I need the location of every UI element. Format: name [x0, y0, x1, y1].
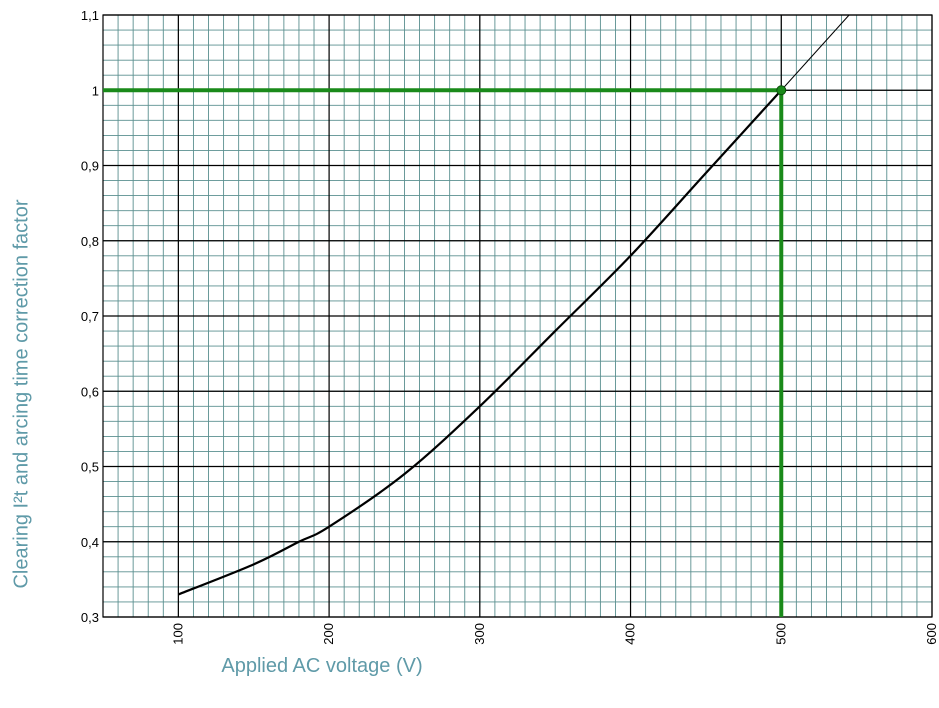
- x-tick-label: 400: [623, 623, 638, 645]
- y-tick-label: 0,3: [81, 610, 99, 625]
- y-tick-label: 0,6: [81, 384, 99, 399]
- x-tick-label: 100: [170, 623, 185, 645]
- highlight-point: [776, 85, 787, 96]
- y-tick-label: 1: [92, 83, 99, 98]
- y-tick-label: 0,4: [81, 535, 99, 550]
- y-tick-label: 0,5: [81, 460, 99, 475]
- x-tick-label: 600: [924, 623, 939, 645]
- y-tick-label: 1,1: [81, 8, 99, 23]
- x-axis-label: Applied AC voltage (V): [221, 655, 423, 677]
- x-tick-label: 300: [472, 623, 487, 645]
- x-tick-label: 500: [773, 623, 788, 645]
- series-line-extension: [780, 14, 850, 91]
- highlight-layer: [103, 85, 787, 617]
- x-tick-labels: 100 200 300 400 500 600: [170, 623, 939, 645]
- y-tick-label: 0,8: [81, 234, 99, 249]
- y-axis-label: Clearing I²t and arcing time correction …: [10, 199, 33, 589]
- x-tick-label: 200: [321, 623, 336, 645]
- y-tick-labels: 0,3 0,4 0,5 0,6 0,7 0,8 0,9 1 1,1: [81, 8, 99, 625]
- series-line-curve: [177, 89, 783, 596]
- y-tick-label: 0,7: [81, 309, 99, 324]
- y-tick-label: 0,9: [81, 159, 99, 174]
- plot-frame: [102, 14, 933, 618]
- series-layer: [177, 14, 850, 596]
